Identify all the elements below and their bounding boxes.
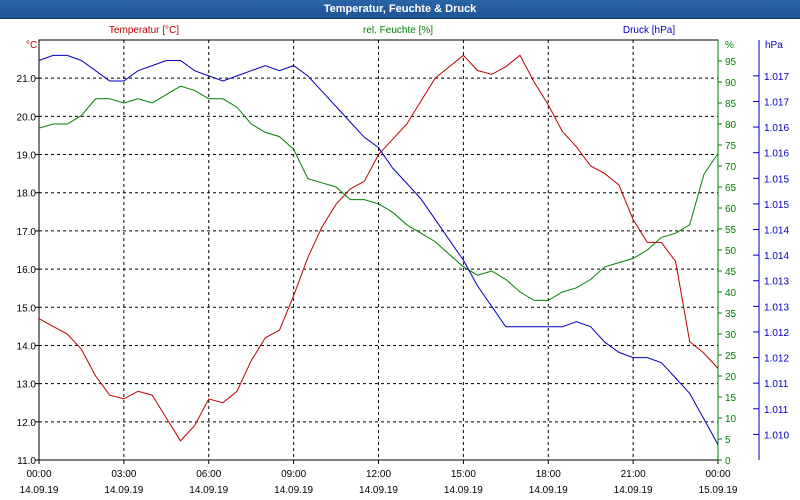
pressure-axis: hPa xyxy=(758,40,783,460)
humidity-tick-label: 20 xyxy=(725,372,737,383)
humidity-tick-label: 80 xyxy=(725,120,737,131)
humidity-tick-label: 25 xyxy=(725,351,737,362)
humidity-unit-label: % xyxy=(725,40,734,51)
temperature-tick-label: 18.0 xyxy=(17,189,37,200)
temperature-tick-label: 14.0 xyxy=(17,341,37,352)
temperature-tick-label: 21.0 xyxy=(17,74,37,85)
pressure-tick-label: 1.012 xyxy=(764,354,789,365)
humidity-tick-label: 45 xyxy=(725,267,737,278)
pressure-tick-label: 1.016 xyxy=(764,149,789,160)
series-line-temperature xyxy=(38,54,719,442)
pressure-unit-label: hPa xyxy=(765,40,783,51)
pressure-tick-label: 1.014 xyxy=(764,251,789,262)
humidity-tick-label: 30 xyxy=(725,330,737,341)
x-tick-time: 06:00 xyxy=(196,469,221,480)
humidity-tick-label: 5 xyxy=(725,435,731,446)
humidity-tick-label: 10 xyxy=(725,414,737,425)
temperature-tick-label: 13.0 xyxy=(17,380,37,391)
chart-title: Temperatur, Feuchte & Druck xyxy=(323,3,477,15)
humidity-tick-label: 60 xyxy=(725,204,737,215)
pressure-tick-label: 1.017 xyxy=(764,72,789,83)
x-tick-time: 00:00 xyxy=(26,469,51,480)
x-tick-date: 14.09.19 xyxy=(20,485,59,496)
x-tick-time: 15:00 xyxy=(451,469,476,480)
temperature-tick-label: 12.0 xyxy=(17,418,37,429)
series-lines xyxy=(38,54,719,445)
x-tick-time: 00:00 xyxy=(705,469,730,480)
pressure-tick-label: 1.010 xyxy=(764,430,789,441)
pressure-tick-label: 1.011 xyxy=(764,379,789,390)
series-headers: Temperatur [°C] rel. Feuchte [%] Druck [… xyxy=(109,25,675,36)
pressure-tick-label: 1.012 xyxy=(764,328,789,339)
pressure-tick-label: 1.016 xyxy=(764,123,789,134)
temperature-axis: °C xyxy=(26,40,37,51)
temperature-tick-label: 11.0 xyxy=(17,456,36,467)
x-tick-time: 12:00 xyxy=(366,469,391,480)
x-tick-time: 21:00 xyxy=(621,469,646,480)
series-line-humidity xyxy=(38,85,719,301)
x-tick-date: 14.09.19 xyxy=(444,485,483,496)
temperature-tick-label: 20.0 xyxy=(17,112,37,123)
x-tick-date: 14.09.19 xyxy=(359,485,398,496)
humidity-tick-label: 95 xyxy=(725,57,737,68)
pressure-tick-label: 1.011 xyxy=(764,405,789,416)
temperature-tick-label: 15.0 xyxy=(17,303,37,314)
pressure-tick-label: 1.015 xyxy=(764,174,789,185)
x-tick-time: 09:00 xyxy=(281,469,306,480)
pressure-tick-label: 1.017 xyxy=(764,97,789,108)
pressure-tick-label: 1.013 xyxy=(764,277,789,288)
humidity-tick-label: 55 xyxy=(725,225,737,236)
x-tick-date: 14.09.19 xyxy=(189,485,228,496)
humidity-tick-label: 70 xyxy=(725,162,737,173)
x-tick-time: 18:00 xyxy=(536,469,561,480)
humidity-tick-label: 90 xyxy=(725,78,737,89)
temperature-unit-label: °C xyxy=(26,40,37,51)
humidity-tick-label: 35 xyxy=(725,309,737,320)
x-tick-date: 14.09.19 xyxy=(614,485,653,496)
x-tick-date: 14.09.19 xyxy=(274,485,313,496)
x-tick-time: 03:00 xyxy=(111,469,136,480)
humidity-header: rel. Feuchte [%] xyxy=(363,25,433,36)
x-tick-date: 15.09.19 xyxy=(699,485,738,496)
temperature-tick-label: 17.0 xyxy=(17,227,37,238)
temperature-tick-label: 16.0 xyxy=(17,265,37,276)
humidity-tick-label: 75 xyxy=(725,141,737,152)
temperature-header: Temperatur [°C] xyxy=(109,25,179,36)
x-tick-date: 14.09.19 xyxy=(104,485,143,496)
humidity-tick-label: 15 xyxy=(725,393,737,404)
pressure-tick-label: 1.013 xyxy=(764,302,789,313)
temperature-tick-label: 19.0 xyxy=(17,151,37,162)
pressure-tick-label: 1.014 xyxy=(764,226,789,237)
pressure-header: Druck [hPa] xyxy=(623,25,675,36)
tick-labels: 00:00 14.09.19 03:00 14.09.19 06:00 14.09.19 0… xyxy=(17,57,790,496)
humidity-tick-label: 65 xyxy=(725,183,737,194)
humidity-tick-label: 0 xyxy=(725,456,731,467)
pressure-tick-label: 1.015 xyxy=(764,200,789,211)
grid-lines xyxy=(39,40,718,460)
x-tick-date: 14.09.19 xyxy=(529,485,568,496)
humidity-tick-label: 85 xyxy=(725,99,737,110)
humidity-tick-label: 40 xyxy=(725,288,737,299)
chart-title-bar: Temperatur, Feuchte & Druck xyxy=(0,0,800,19)
series-line-pressure xyxy=(38,54,719,445)
humidity-tick-label: 50 xyxy=(725,246,737,257)
